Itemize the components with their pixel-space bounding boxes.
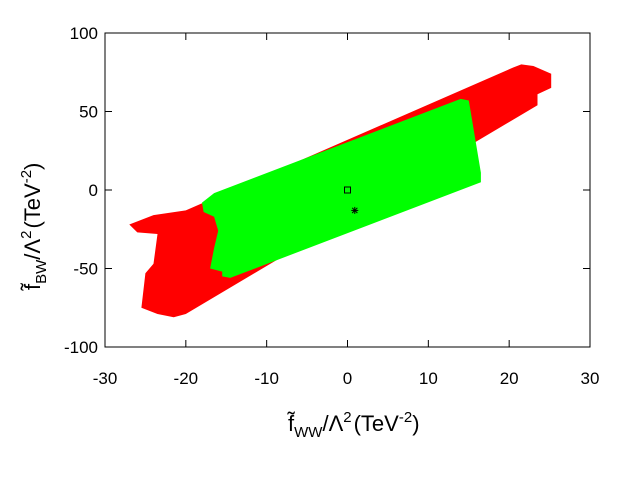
axis-ticks xyxy=(104,32,591,348)
x-axis-label-subscript: WW xyxy=(294,424,323,441)
x-tick-label: -20 xyxy=(174,369,199,388)
y-axis-label-subscript: BW xyxy=(33,259,50,284)
plot-markers xyxy=(344,186,359,214)
y-axis-label-symbol: f̃ xyxy=(20,283,45,292)
y-tick-label: 100 xyxy=(70,24,98,43)
y-axis-label-unit-close: ) xyxy=(20,163,45,170)
x-tick-label: 30 xyxy=(581,369,600,388)
x-tick-label: 10 xyxy=(419,369,438,388)
x-axis-label-unit-open: (TeV xyxy=(354,411,400,436)
x-axis-label: f̃WW/Λ2(TeV-2) xyxy=(286,409,419,441)
x-axis-label-unit-close: ) xyxy=(412,411,419,436)
y-tick-label: -50 xyxy=(73,260,98,279)
y-tick-label: -100 xyxy=(64,338,98,357)
x-axis-label-middle: /Λ xyxy=(322,411,343,436)
y-tick-label: 50 xyxy=(79,103,98,122)
x-axis-label-symbol: f̃ xyxy=(286,411,295,436)
marker-asterisk xyxy=(351,206,359,214)
x-axis-label-unit-power: -2 xyxy=(399,409,412,426)
y-tick-label: 0 xyxy=(89,181,98,200)
x-tick-label: -10 xyxy=(254,369,279,388)
x-tick-label: 20 xyxy=(500,369,519,388)
x-axis-label-power: 2 xyxy=(343,409,351,426)
plot-regions xyxy=(129,64,552,318)
x-tick-label: 0 xyxy=(343,369,352,388)
y-axis-label-middle: /Λ xyxy=(20,239,45,260)
y-tick-labels: -100 -50 0 50 100 xyxy=(64,24,98,357)
x-tick-labels: -30 -20 -10 0 10 20 30 xyxy=(93,369,600,388)
region-inner xyxy=(202,98,481,278)
x-tick-label: -30 xyxy=(93,369,118,388)
y-axis-label-power: 2 xyxy=(18,231,35,239)
marker-square xyxy=(344,186,351,194)
y-axis-label-unit-open: (TeV xyxy=(20,183,45,229)
y-axis-label-unit-power: -2 xyxy=(18,170,35,183)
y-axis-label: f̃BW/Λ2 (TeV-2) xyxy=(18,163,50,292)
